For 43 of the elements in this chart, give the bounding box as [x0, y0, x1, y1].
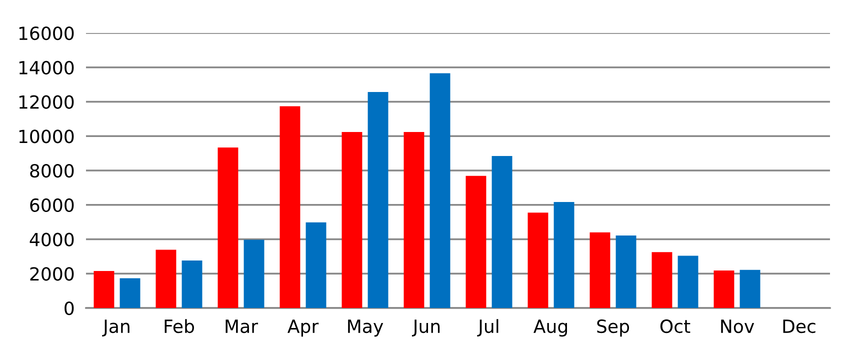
bar	[156, 250, 176, 308]
y-tick-label: 16000	[19, 26, 74, 40]
bar	[590, 232, 610, 308]
x-tick-label: Aug	[534, 320, 567, 337]
y-tick-label: 12000	[19, 95, 74, 109]
bar	[342, 132, 362, 308]
bar	[492, 156, 512, 308]
y-tick-label: 6000	[30, 198, 74, 212]
x-tick-label: Jan	[102, 320, 130, 336]
x-tick-label: Mar	[226, 320, 258, 334]
bar	[120, 278, 140, 308]
bar	[616, 235, 636, 308]
bar	[652, 252, 672, 308]
bar	[404, 132, 424, 308]
x-tick-label: May	[348, 320, 384, 337]
x-tick-label: Apr	[288, 320, 319, 337]
x-tick-label: Nov	[721, 320, 754, 334]
bar	[368, 92, 388, 308]
y-tick-label: 14000	[19, 60, 74, 74]
x-tick-label: Jun	[412, 320, 440, 336]
bar	[430, 73, 450, 308]
bar	[182, 260, 202, 308]
bar	[94, 271, 114, 308]
bar	[554, 202, 574, 308]
y-tick-label: 0	[64, 301, 74, 316]
x-tick-label: Jul	[477, 319, 498, 336]
x-tick-label: Sep	[597, 319, 630, 337]
y-tick-label: 2000	[30, 267, 74, 281]
y-tick-label: 8000	[30, 164, 74, 178]
bar	[678, 256, 698, 308]
x-tick-label: Oct	[660, 319, 690, 334]
bar	[466, 176, 486, 308]
bar	[740, 270, 760, 308]
bar	[528, 212, 548, 308]
bar	[306, 222, 326, 308]
x-tick-label: Dec	[783, 320, 816, 334]
bar	[244, 240, 264, 308]
bar	[280, 106, 300, 308]
y-tick-label: 10000	[19, 130, 74, 144]
x-tick-label: Feb	[164, 319, 194, 334]
y-tick-label: 4000	[30, 232, 74, 246]
bar	[218, 147, 238, 308]
bar	[714, 270, 734, 308]
